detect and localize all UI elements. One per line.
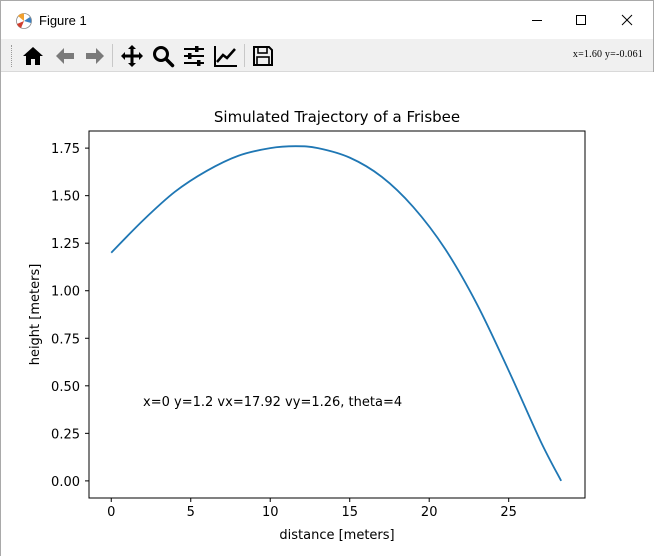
chart-title: Simulated Trajectory of a Frisbee [214, 108, 460, 126]
x-tick-label: 25 [500, 505, 517, 520]
x-tick-label: 0 [107, 505, 115, 520]
edit-axis-button[interactable] [213, 43, 239, 69]
minimize-icon [532, 20, 542, 21]
trajectory-chart[interactable]: Simulated Trajectory of a Frisbee distan… [1, 72, 655, 556]
trajectory-line [110, 145, 562, 482]
maximize-button[interactable] [558, 1, 604, 39]
back-button[interactable] [52, 43, 78, 69]
figure-canvas[interactable]: Simulated Trajectory of a Frisbee distan… [1, 72, 655, 556]
zoom-button[interactable] [150, 43, 176, 69]
y-tick-label: 1.50 [51, 190, 80, 205]
toolbar-separator [244, 44, 245, 67]
matplotlib-app-icon [15, 12, 33, 30]
y-tick-label: 0.50 [51, 380, 80, 395]
x-tick-label: 5 [187, 505, 195, 520]
close-button[interactable] [604, 1, 650, 39]
navigation-toolbar: x=1.60 y=-0.061 [1, 39, 653, 72]
forward-arrow-icon [86, 48, 104, 64]
maximize-icon [576, 15, 586, 25]
save-icon [253, 46, 273, 66]
x-tick-label: 15 [341, 505, 358, 520]
y-tick-label: 1.75 [51, 142, 80, 157]
minimize-button[interactable] [514, 1, 560, 39]
window-title: Figure 1 [39, 13, 87, 28]
y-tick-label: 0.00 [51, 475, 80, 490]
forward-button[interactable] [82, 43, 108, 69]
zoom-icon [153, 46, 175, 68]
back-arrow-icon [56, 48, 74, 64]
x-axis-label: distance [meters] [279, 528, 394, 543]
edit-axis-icon [214, 46, 237, 67]
cursor-coordinates: x=1.60 y=-0.061 [572, 49, 643, 60]
toolbar-separator [112, 44, 113, 67]
y-tick-label: 0.25 [51, 427, 80, 442]
pan-button[interactable] [119, 43, 145, 69]
home-button[interactable] [20, 43, 46, 69]
title-bar: Figure 1 [1, 1, 653, 39]
save-button[interactable] [250, 43, 276, 69]
y-tick-label: 1.00 [51, 285, 80, 300]
pan-icon [121, 45, 143, 67]
home-icon [23, 47, 43, 65]
chart-annotation: x=0 y=1.2 vx=17.92 vy=1.26, theta=4 [143, 395, 402, 410]
subplots-config-icon [184, 46, 204, 66]
axes-frame [88, 130, 586, 499]
close-icon [621, 14, 633, 26]
y-tick-label: 0.75 [51, 332, 80, 347]
x-tick-label: 10 [262, 505, 279, 520]
x-tick-label: 20 [421, 505, 438, 520]
y-axis-label: height [meters] [28, 264, 43, 366]
toolbar-grip[interactable] [11, 45, 15, 67]
y-tick-label: 1.25 [51, 237, 80, 252]
configure-subplots-button[interactable] [181, 43, 207, 69]
